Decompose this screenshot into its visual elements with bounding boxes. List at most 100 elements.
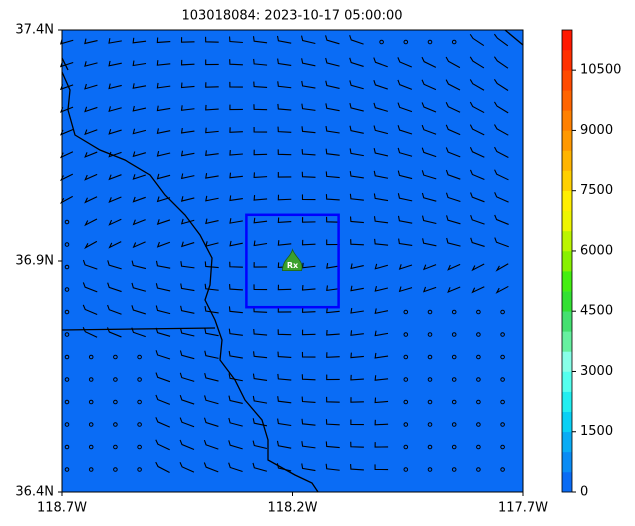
wind-barb bbox=[471, 263, 485, 272]
calm-marker bbox=[427, 444, 433, 450]
wind-barb bbox=[204, 306, 219, 314]
calm-marker bbox=[64, 287, 70, 292]
wind-barb bbox=[229, 59, 243, 66]
wind-barb bbox=[301, 58, 316, 67]
wind-barb bbox=[398, 238, 413, 247]
calm-marker bbox=[500, 309, 505, 315]
wind-barb bbox=[471, 286, 485, 294]
wind-barb bbox=[277, 351, 292, 358]
calm-marker bbox=[64, 422, 70, 427]
wind-barb bbox=[253, 351, 268, 359]
wind-barb bbox=[253, 217, 268, 224]
wind-barb bbox=[325, 57, 340, 67]
calm-marker bbox=[403, 399, 409, 405]
wind-barb bbox=[155, 439, 170, 451]
wind-barb bbox=[180, 218, 195, 225]
wind-barb bbox=[301, 374, 316, 381]
calm-marker bbox=[500, 377, 505, 382]
wind-barb bbox=[132, 219, 146, 226]
calm-marker bbox=[113, 422, 118, 427]
wind-barb bbox=[229, 195, 243, 202]
calm-marker bbox=[64, 242, 70, 247]
wind-barb bbox=[446, 215, 461, 225]
wind-barb bbox=[205, 82, 219, 88]
wind-barb bbox=[301, 171, 316, 178]
wind-barb bbox=[84, 173, 98, 181]
wind-barb bbox=[374, 375, 389, 381]
wind-barb bbox=[470, 214, 485, 225]
wind-barb bbox=[277, 240, 292, 246]
colorbar-band bbox=[562, 271, 572, 292]
wind-barb bbox=[179, 395, 195, 405]
wind-barb bbox=[84, 151, 98, 158]
wind-barb bbox=[229, 240, 243, 247]
wind-barb bbox=[494, 169, 509, 181]
wind-barb bbox=[205, 127, 219, 134]
calm-marker bbox=[476, 422, 481, 427]
wind-barb bbox=[156, 60, 171, 66]
wind-barb bbox=[469, 147, 485, 158]
wind-barb bbox=[180, 241, 195, 248]
calm-marker bbox=[427, 377, 433, 382]
wind-barb bbox=[445, 147, 461, 158]
calm-marker bbox=[476, 399, 481, 405]
wind-barb bbox=[179, 417, 195, 428]
calm-marker bbox=[476, 467, 481, 472]
wind-barb bbox=[301, 194, 316, 201]
colorbar-frame bbox=[561, 29, 573, 493]
wind-barb bbox=[132, 151, 146, 158]
colorbar-band bbox=[562, 50, 572, 71]
wind-barb bbox=[350, 374, 364, 381]
wind-barb bbox=[253, 195, 268, 201]
wind-barb bbox=[229, 104, 243, 111]
colorbar-tick-label: 1500 bbox=[580, 424, 613, 439]
wind-barb bbox=[349, 102, 364, 112]
calm-marker bbox=[476, 309, 481, 315]
calm-marker bbox=[427, 399, 433, 405]
wind-barb bbox=[253, 262, 268, 268]
wind-barb bbox=[301, 463, 316, 472]
colorbar-band bbox=[562, 371, 572, 392]
wind-barb bbox=[469, 33, 485, 47]
wind-barb bbox=[301, 126, 316, 134]
wind-barb bbox=[325, 148, 340, 156]
wind-barb bbox=[350, 330, 364, 336]
wind-barb bbox=[205, 104, 219, 111]
wind-barb bbox=[252, 395, 268, 404]
wind-barb bbox=[350, 263, 364, 270]
calm-marker bbox=[64, 444, 70, 450]
colorbar-band bbox=[562, 351, 572, 372]
wind-barb bbox=[82, 326, 98, 338]
wind-barb bbox=[397, 125, 413, 135]
wind-barb bbox=[108, 196, 122, 204]
wind-barb bbox=[203, 417, 219, 427]
wind-barb bbox=[397, 79, 413, 90]
wind-barb bbox=[326, 307, 340, 314]
wind-barb bbox=[155, 327, 171, 337]
wind-barb bbox=[132, 37, 147, 44]
wind-barb bbox=[205, 36, 219, 43]
colorbar-band bbox=[562, 110, 572, 131]
wind-barb bbox=[132, 241, 146, 249]
colorbar-tick-label: 10500 bbox=[580, 63, 621, 78]
colorbar-tick-label: 0 bbox=[580, 485, 588, 500]
wind-barb bbox=[276, 463, 292, 472]
wind-barb bbox=[205, 150, 219, 156]
calm-marker bbox=[113, 377, 118, 382]
wind-barb bbox=[203, 462, 219, 473]
wind-barb bbox=[155, 305, 171, 315]
wind-barb bbox=[422, 264, 437, 271]
wind-barb bbox=[156, 150, 171, 157]
wind-barb bbox=[82, 282, 98, 293]
wind-barb bbox=[470, 237, 485, 247]
wind-barb bbox=[301, 351, 316, 358]
wind-barb bbox=[108, 38, 122, 44]
wind-barb bbox=[84, 61, 98, 67]
calm-marker bbox=[500, 332, 505, 337]
calm-marker bbox=[403, 354, 409, 360]
colorbar-band bbox=[562, 90, 572, 111]
wind-barb bbox=[325, 194, 340, 201]
calm-marker bbox=[427, 422, 433, 427]
calm-marker bbox=[451, 377, 457, 382]
wind-barb bbox=[253, 149, 268, 156]
